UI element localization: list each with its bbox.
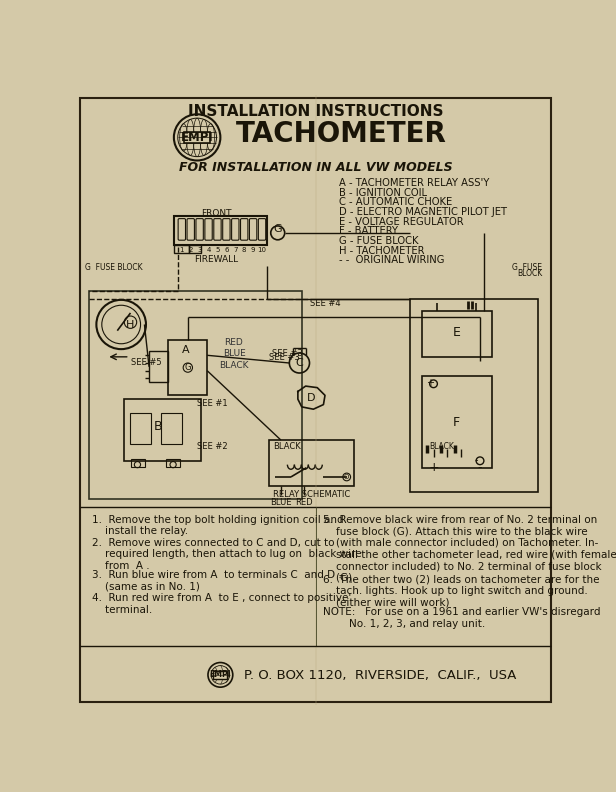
Text: O: O: [344, 474, 349, 480]
Text: F - BATTERY: F - BATTERY: [339, 227, 398, 236]
Text: SEE #1: SEE #1: [197, 399, 228, 408]
Text: D - ELECTRO MAGNETIC PILOT JET: D - ELECTRO MAGNETIC PILOT JET: [339, 207, 507, 217]
Text: BLUE: BLUE: [270, 497, 291, 507]
Bar: [422, 376, 492, 469]
Text: +: +: [428, 461, 439, 474]
Text: 1: 1: [180, 247, 184, 253]
Text: FIREWALL: FIREWALL: [195, 255, 238, 265]
Bar: [410, 299, 538, 492]
Text: F: F: [453, 416, 460, 428]
Text: BLACK: BLACK: [273, 442, 301, 451]
Text: FRONT: FRONT: [201, 209, 232, 218]
Text: G: G: [274, 223, 282, 234]
Text: D: D: [307, 393, 315, 402]
Text: B: B: [154, 420, 163, 432]
Text: 7: 7: [233, 247, 238, 253]
Text: TACHOMETER: TACHOMETER: [236, 120, 447, 148]
Bar: [213, 671, 227, 679]
Text: RED: RED: [295, 497, 313, 507]
Text: +: +: [426, 379, 434, 388]
Bar: [89, 291, 302, 499]
Text: P. O. BOX 1120,  RIVERSIDE,  CALIF.,  USA: P. O. BOX 1120, RIVERSIDE, CALIF., USA: [243, 669, 516, 683]
Text: G  FUSE: G FUSE: [512, 263, 542, 272]
Text: NOTE:   For use on a 1961 and earlier VW's disregard
        No. 1, 2, 3, and re: NOTE: For use on a 1961 and earlier VW's…: [323, 607, 601, 629]
Bar: [174, 216, 267, 246]
Text: SEE #3: SEE #3: [272, 349, 303, 358]
Text: 10: 10: [257, 247, 267, 253]
Text: 2.  Remove wires connected to C and D, cut to
    required length, then attach t: 2. Remove wires connected to C and D, cu…: [92, 538, 362, 571]
Text: E: E: [453, 326, 461, 339]
Text: G - FUSE BLOCK: G - FUSE BLOCK: [339, 236, 418, 246]
Text: 4.  Run red wire from A  to E , connect to positive'
    terminal.: 4. Run red wire from A to E , connect to…: [92, 593, 352, 615]
Text: -: -: [478, 461, 482, 474]
Text: 3: 3: [197, 247, 202, 253]
Text: SEE #4: SEE #4: [309, 299, 340, 308]
Bar: [161, 413, 182, 444]
Bar: [174, 246, 189, 253]
Text: FOR INSTALLATION IN ALL VW MODELS: FOR INSTALLATION IN ALL VW MODELS: [179, 162, 453, 174]
Text: H: H: [126, 320, 135, 330]
Text: SEE #3: SEE #3: [269, 353, 300, 362]
Text: 3.  Run blue wire from A  to terminals C  and D .
    (same as in No. 1): 3. Run blue wire from A to terminals C a…: [92, 570, 342, 592]
Text: 2: 2: [188, 247, 193, 253]
Text: EMPI: EMPI: [180, 131, 214, 144]
Text: 8: 8: [242, 247, 246, 253]
Text: C - AUTOMATIC CHOKE: C - AUTOMATIC CHOKE: [339, 197, 452, 208]
Bar: [189, 246, 201, 253]
Text: 5: 5: [215, 247, 220, 253]
Text: BLACK: BLACK: [219, 360, 248, 370]
Text: BLACK: BLACK: [429, 442, 455, 451]
Text: 6: 6: [224, 247, 229, 253]
Bar: [149, 352, 168, 383]
Text: E - VOLTAGE REGULATOR: E - VOLTAGE REGULATOR: [339, 217, 464, 227]
Text: -: -: [474, 455, 478, 466]
Bar: [123, 399, 201, 461]
Text: 1.  Remove the top bolt holding ignition coil and
    install the relay.: 1. Remove the top bolt holding ignition …: [92, 515, 344, 536]
Text: 6.  The other two (2) leads on tachometer are for the
    tach. lights. Hook up : 6. The other two (2) leads on tachometer…: [323, 575, 600, 608]
Text: H - TACHOMETER: H - TACHOMETER: [339, 246, 424, 256]
Bar: [168, 340, 207, 395]
Bar: [131, 459, 145, 467]
Text: SEE #5: SEE #5: [131, 358, 162, 367]
Text: RELAY SCHEMATIC: RELAY SCHEMATIC: [274, 490, 351, 499]
Text: C: C: [296, 358, 303, 368]
Text: B - IGNITION COIL: B - IGNITION COIL: [339, 188, 427, 198]
Bar: [130, 413, 152, 444]
Text: EMPI: EMPI: [209, 670, 231, 680]
Text: BLOCK: BLOCK: [517, 269, 542, 278]
Text: 5.  Remove black wire from rear of No. 2 terminal on
    fuse block (G). Attach : 5. Remove black wire from rear of No. 2 …: [323, 515, 616, 583]
Text: 9: 9: [251, 247, 256, 253]
Text: G  FUSE BLOCK: G FUSE BLOCK: [85, 263, 142, 272]
Bar: [422, 310, 492, 357]
Text: INSTALLATION INSTRUCTIONS: INSTALLATION INSTRUCTIONS: [188, 105, 444, 120]
Text: SEE #2: SEE #2: [197, 442, 228, 451]
Text: RED: RED: [224, 337, 243, 347]
Bar: [269, 440, 354, 486]
Text: - -  ORIGINAL WIRING: - - ORIGINAL WIRING: [339, 255, 445, 265]
Bar: [184, 132, 210, 143]
Text: BLUE: BLUE: [223, 349, 245, 358]
Text: A: A: [182, 345, 189, 355]
Text: A - TACHOMETER RELAY ASS'Y: A - TACHOMETER RELAY ASS'Y: [339, 178, 489, 188]
Text: G: G: [185, 363, 191, 372]
Text: 4: 4: [206, 247, 211, 253]
Bar: [166, 459, 180, 467]
